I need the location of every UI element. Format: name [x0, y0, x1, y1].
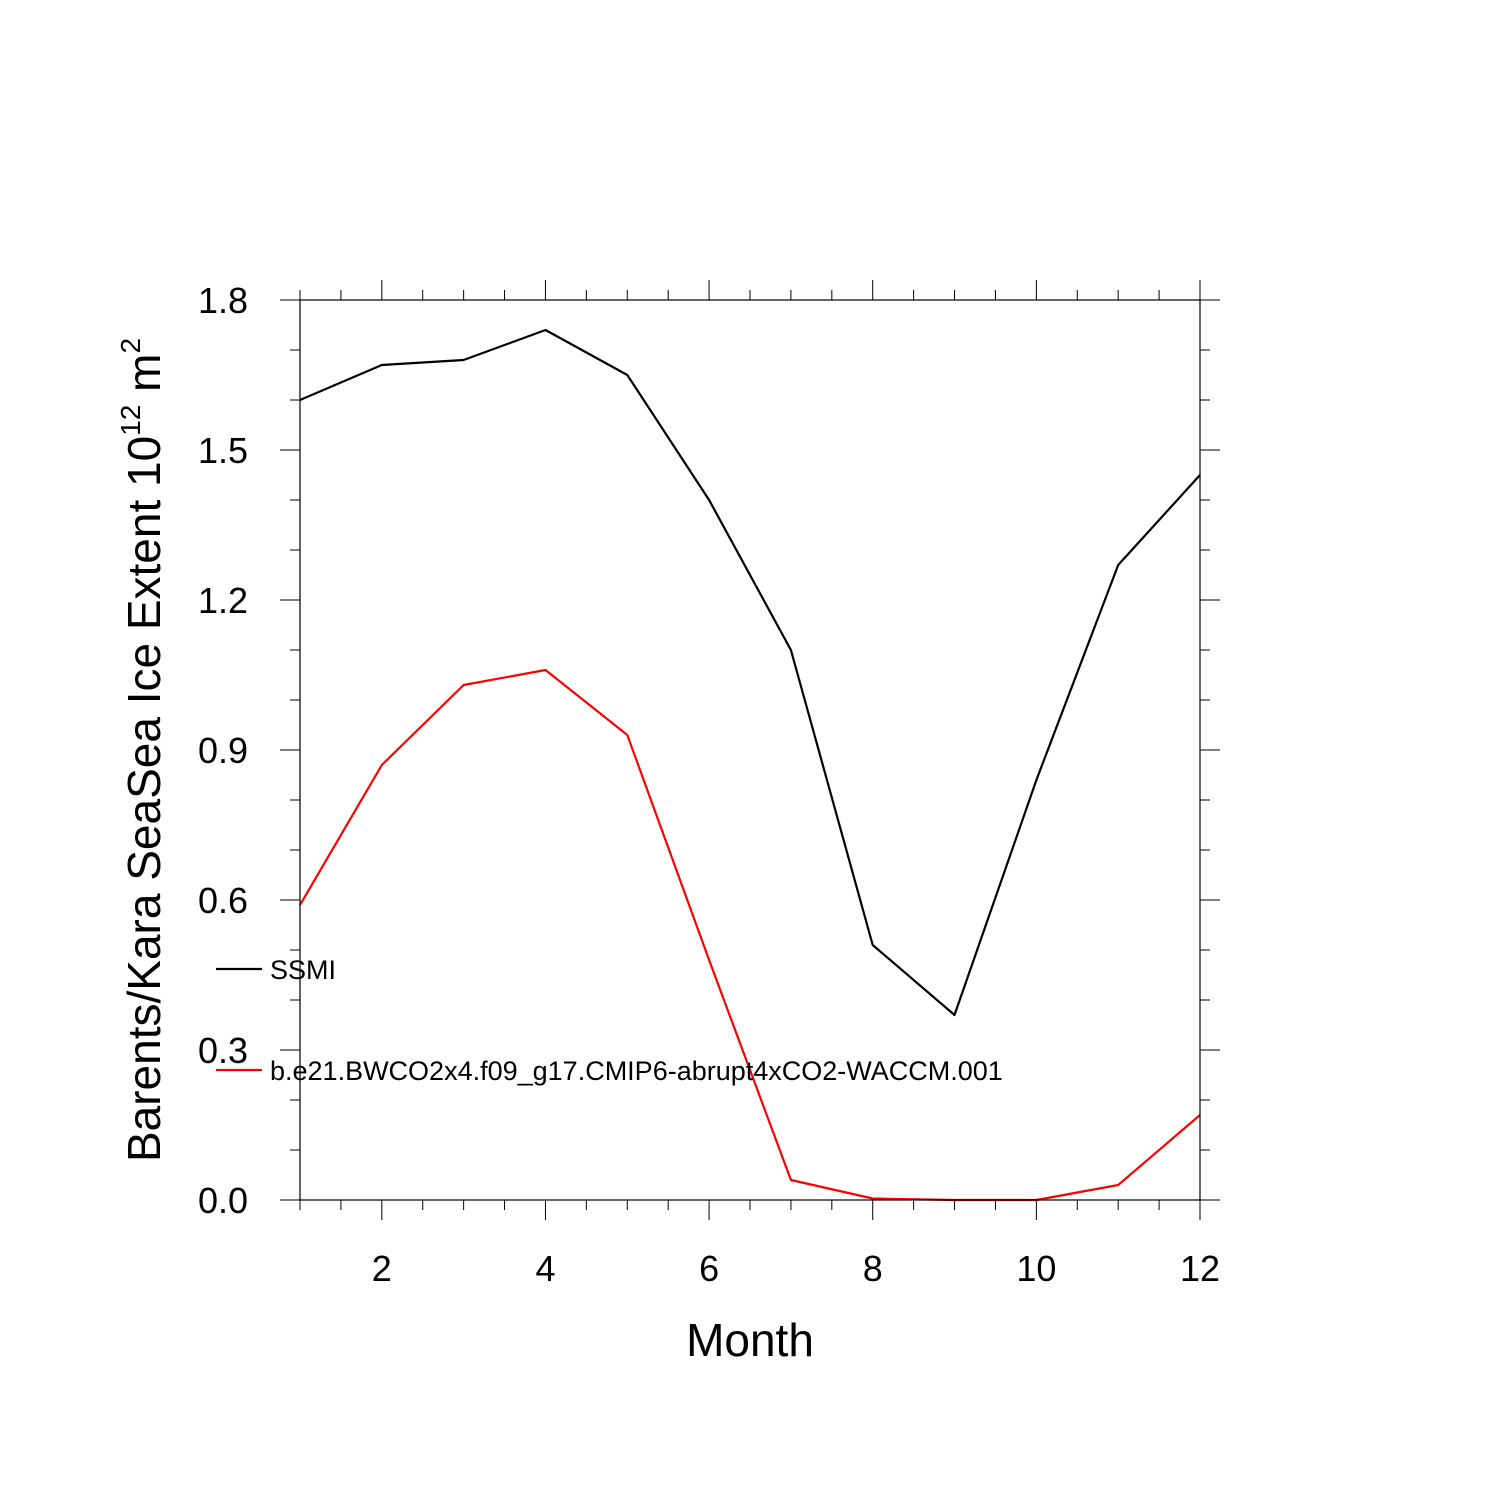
x-tick-label: 6 [699, 1248, 719, 1289]
x-tick-label: 2 [372, 1248, 392, 1289]
x-tick-label: 4 [535, 1248, 555, 1289]
y-tick-label: 0.0 [198, 1180, 248, 1221]
y-axis-title-unit: m [118, 354, 170, 405]
y-tick-label: 1.5 [198, 430, 248, 471]
y-axis-title-unit-sup: 2 [115, 338, 146, 354]
legend: SSMI b.e21.BWCO2x4.f09_g17.CMIP6-abrupt4x… [216, 955, 1003, 1086]
y-tick-label: 0.3 [198, 1030, 248, 1071]
series-lines [299, 328, 1201, 1202]
x-tick-label: 12 [1180, 1248, 1220, 1289]
y-tick-label: 1.2 [198, 580, 248, 621]
y-axis-title-sup: 12 [115, 405, 146, 436]
y-tick-label: 1.8 [198, 280, 248, 321]
series-line-waccm [299, 668, 1201, 1202]
x-axis-title: Month [686, 1314, 814, 1366]
plot-frame [299, 299, 1201, 1201]
axis-ticks [280, 280, 1220, 1220]
x-tick-label: 10 [1016, 1248, 1056, 1289]
x-tick-labels: 2 4 6 8 10 12 [372, 1248, 1220, 1289]
y-tick-label: 0.9 [198, 730, 248, 771]
x-tick-label: 8 [863, 1248, 883, 1289]
y-tick-label: 0.6 [198, 880, 248, 921]
y-axis-title-main: Barents/Kara SeaSea Ice Extent 10 [118, 436, 170, 1162]
legend-label: b.e21.BWCO2x4.f09_g17.CMIP6-abrupt4xCO2-… [270, 1056, 1003, 1086]
legend-label: SSMI [270, 955, 336, 985]
y-tick-labels: 0.0 0.3 0.6 0.9 1.2 1.5 1.8 [198, 280, 248, 1221]
series-line-ssmi [299, 328, 1201, 1017]
y-axis-title: Barents/Kara SeaSea Ice Extent 1012 m2 [115, 338, 170, 1162]
